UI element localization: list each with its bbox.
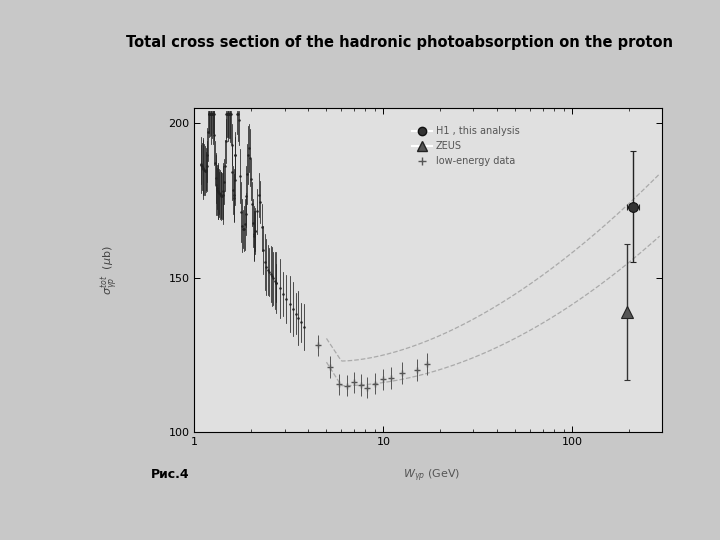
Text: $\sigma_{\gamma p}^{tot}$  ($\mu$b): $\sigma_{\gamma p}^{tot}$ ($\mu$b) (99, 245, 121, 295)
Legend: H1 , this analysis, ZEUS, low-energy data: H1 , this analysis, ZEUS, low-energy dat… (408, 123, 523, 170)
Text: Total cross section of the hadronic photoabsorption on the proton: Total cross section of the hadronic phot… (126, 35, 673, 50)
Text: $W_{\gamma p}$ (GeV): $W_{\gamma p}$ (GeV) (403, 467, 461, 484)
Text: Рис.4: Рис.4 (151, 468, 190, 481)
